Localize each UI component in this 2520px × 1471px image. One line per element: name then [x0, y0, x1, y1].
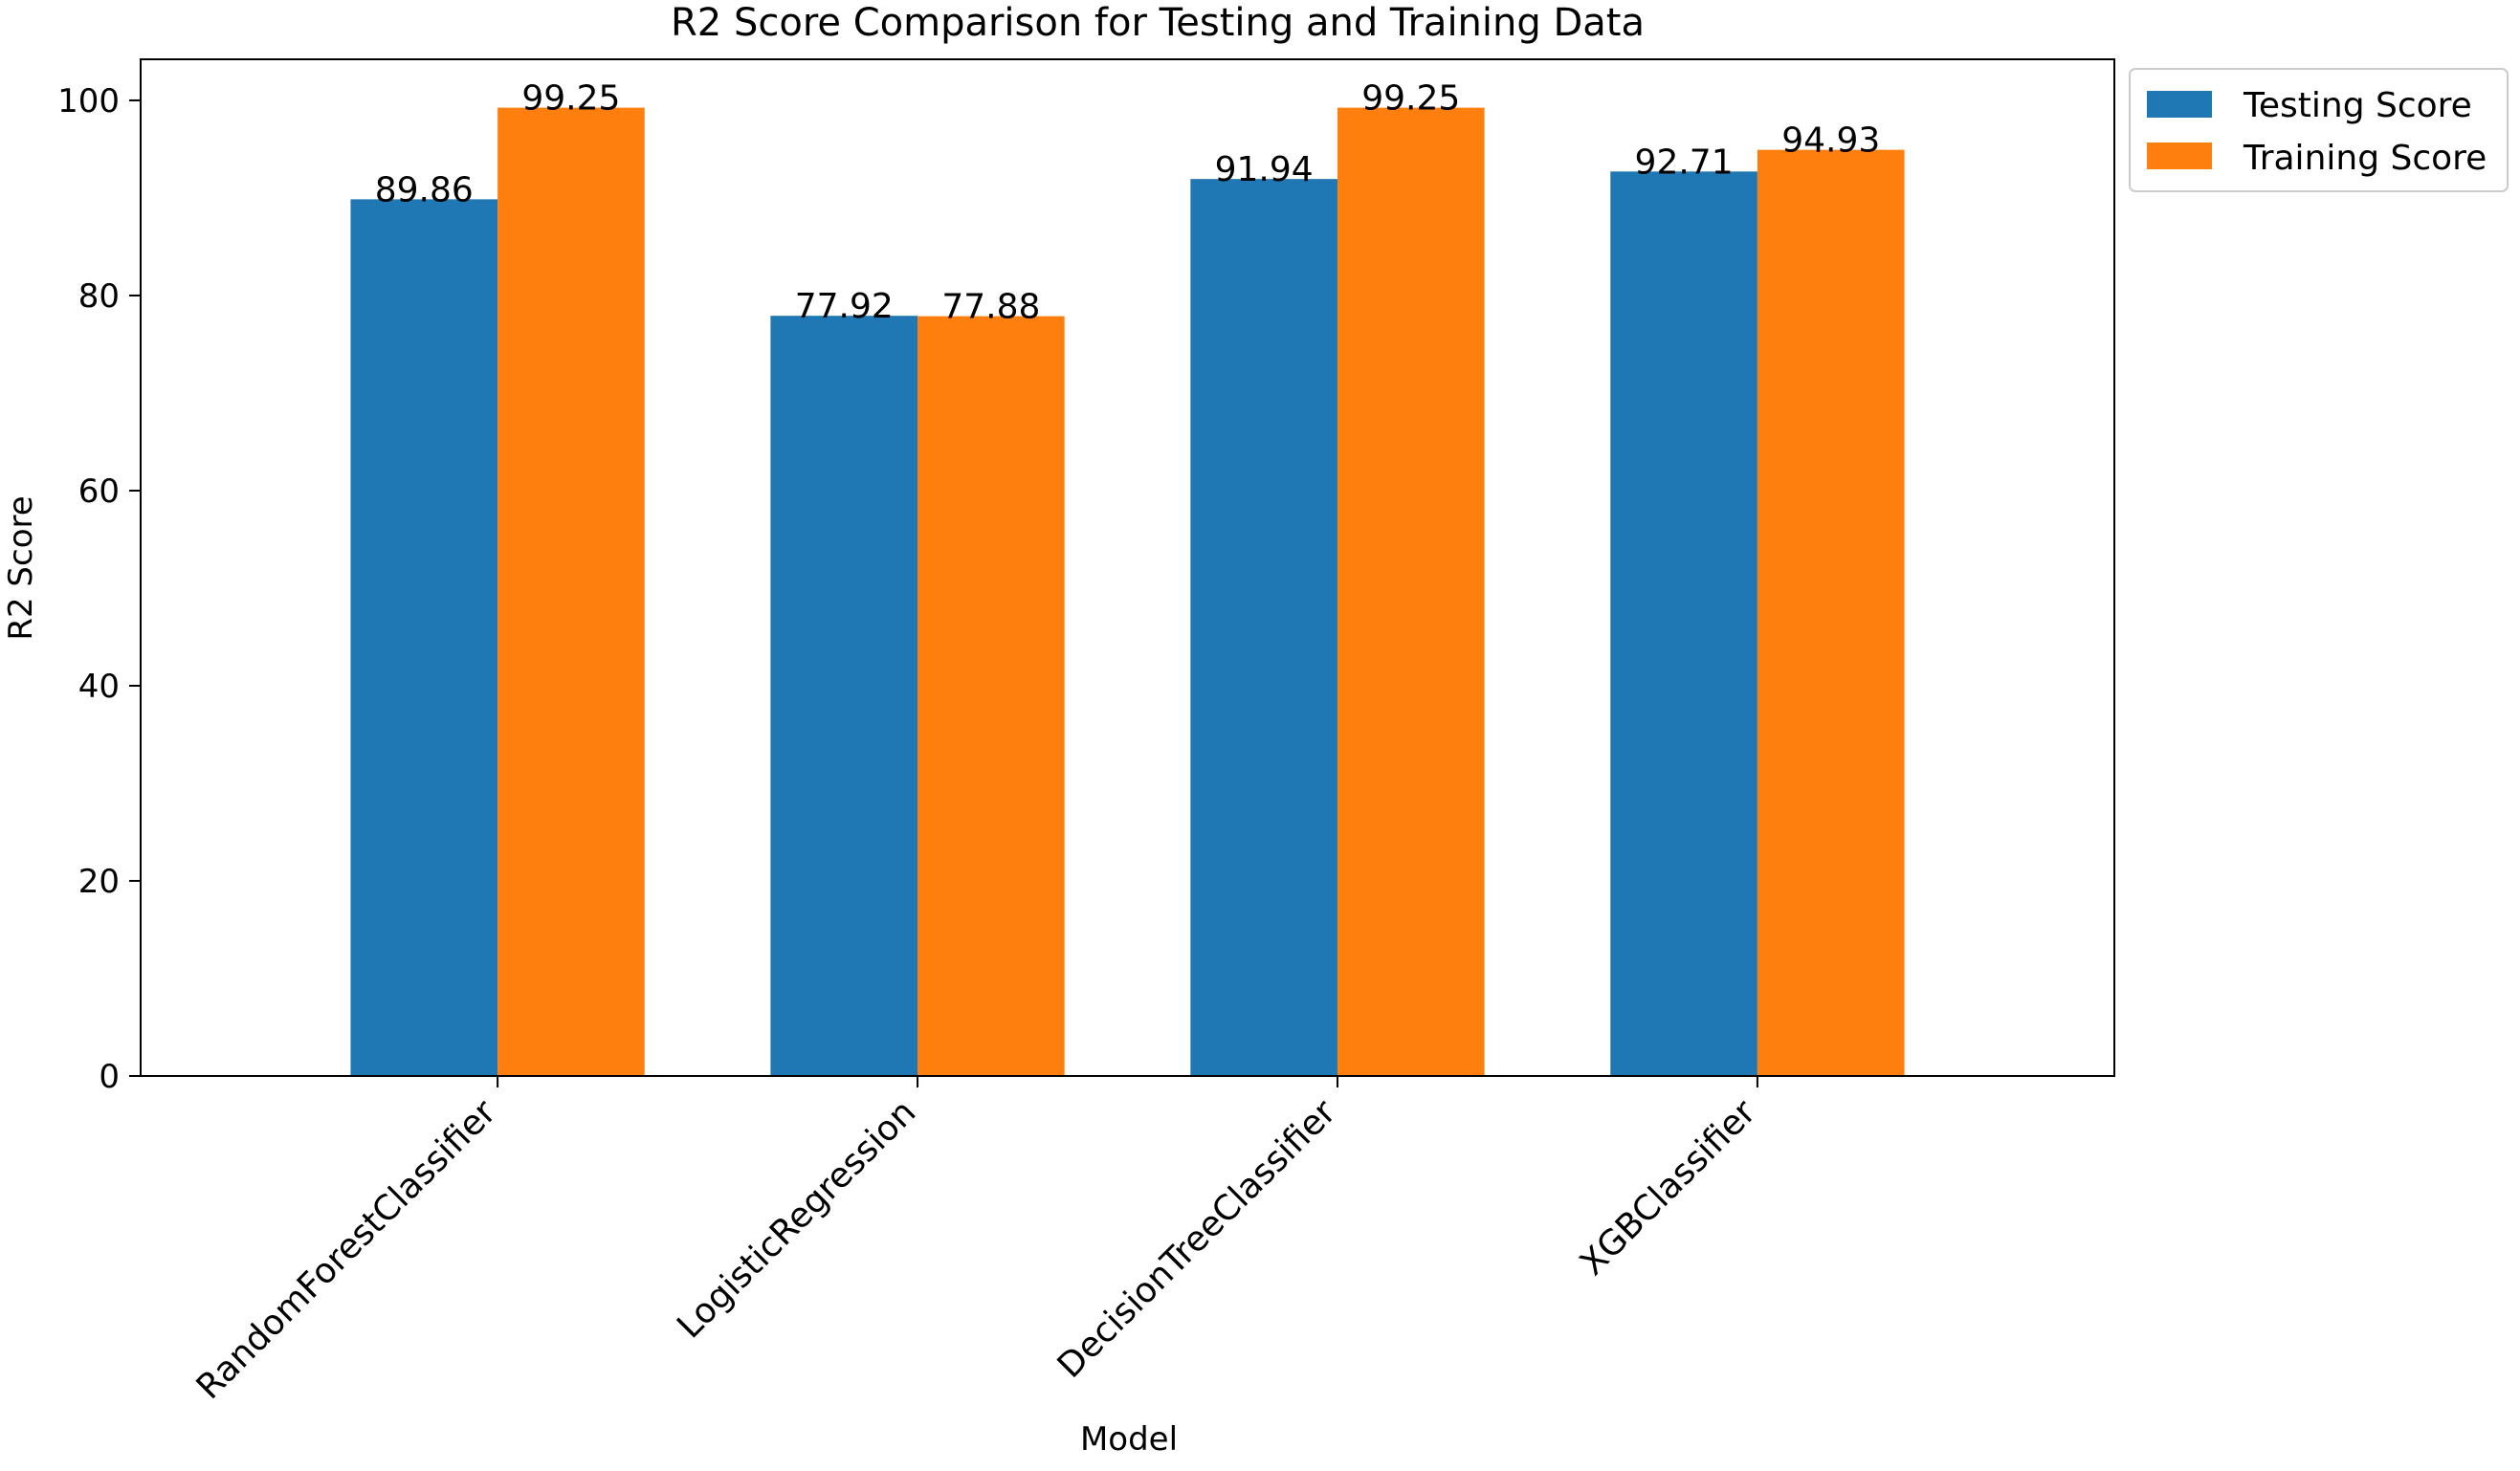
y-tick-label: 80 [78, 277, 120, 316]
x-axis-label: Model [1080, 1420, 1178, 1459]
bar-training-score-xgbclassifier [1757, 149, 1905, 1076]
y-tick-label: 40 [78, 668, 120, 706]
data-label-testing-score-xgbclassifier: 92.71 [1635, 143, 1734, 182]
plot-frame [140, 58, 2115, 1077]
y-tick-label: 60 [78, 472, 120, 511]
data-label-training-score-logisticregression: 77.88 [941, 288, 1040, 327]
bars-layer [350, 107, 1905, 1077]
data-label-testing-score-decisiontreeclassifier: 91.94 [1215, 150, 1314, 189]
data-labels-layer: 89.86 77.92 91.94 92.71 99.25 77.88 99.25 94.93 [375, 79, 1881, 327]
data-label-training-score-decisiontreeclassifier: 99.25 [1361, 79, 1460, 119]
data-label-testing-score-randomforestclassifier: 89.86 [375, 170, 474, 209]
legend: Testing Score Training Score [2129, 68, 2509, 192]
bar-training-score-randomforestclassifier [497, 107, 645, 1077]
bar-testing-score-decisiontreeclassifier [1190, 179, 1337, 1076]
legend-label-training: Training Score [2243, 139, 2487, 178]
legend-swatch-testing [2147, 91, 2212, 118]
y-tick-label: 0 [99, 1058, 120, 1096]
bar-testing-score-logisticregression [770, 316, 918, 1076]
y-tick-label: 100 [57, 82, 120, 121]
y-tick-label: 20 [78, 863, 120, 901]
data-label-testing-score-logisticregression: 77.92 [795, 287, 894, 326]
y-axis-label: R2 Score [2, 495, 40, 640]
bar-testing-score-randomforestclassifier [350, 199, 498, 1076]
bar-testing-score-xgbclassifier [1610, 171, 1757, 1076]
chart-title: R2 Score Comparison for Testing and Trai… [671, 1, 1645, 45]
legend-box [2129, 68, 2509, 192]
bar-training-score-decisiontreeclassifier [1337, 107, 1485, 1077]
data-label-training-score-randomforestclassifier: 99.25 [521, 79, 620, 119]
legend-swatch-training [2147, 143, 2212, 169]
data-label-training-score-xgbclassifier: 94.93 [1781, 121, 1880, 161]
y-axis: 0 20 40 60 80 100 [57, 82, 141, 1096]
bar-training-score-logisticregression [917, 316, 1065, 1077]
legend-label-testing: Testing Score [2243, 86, 2472, 125]
